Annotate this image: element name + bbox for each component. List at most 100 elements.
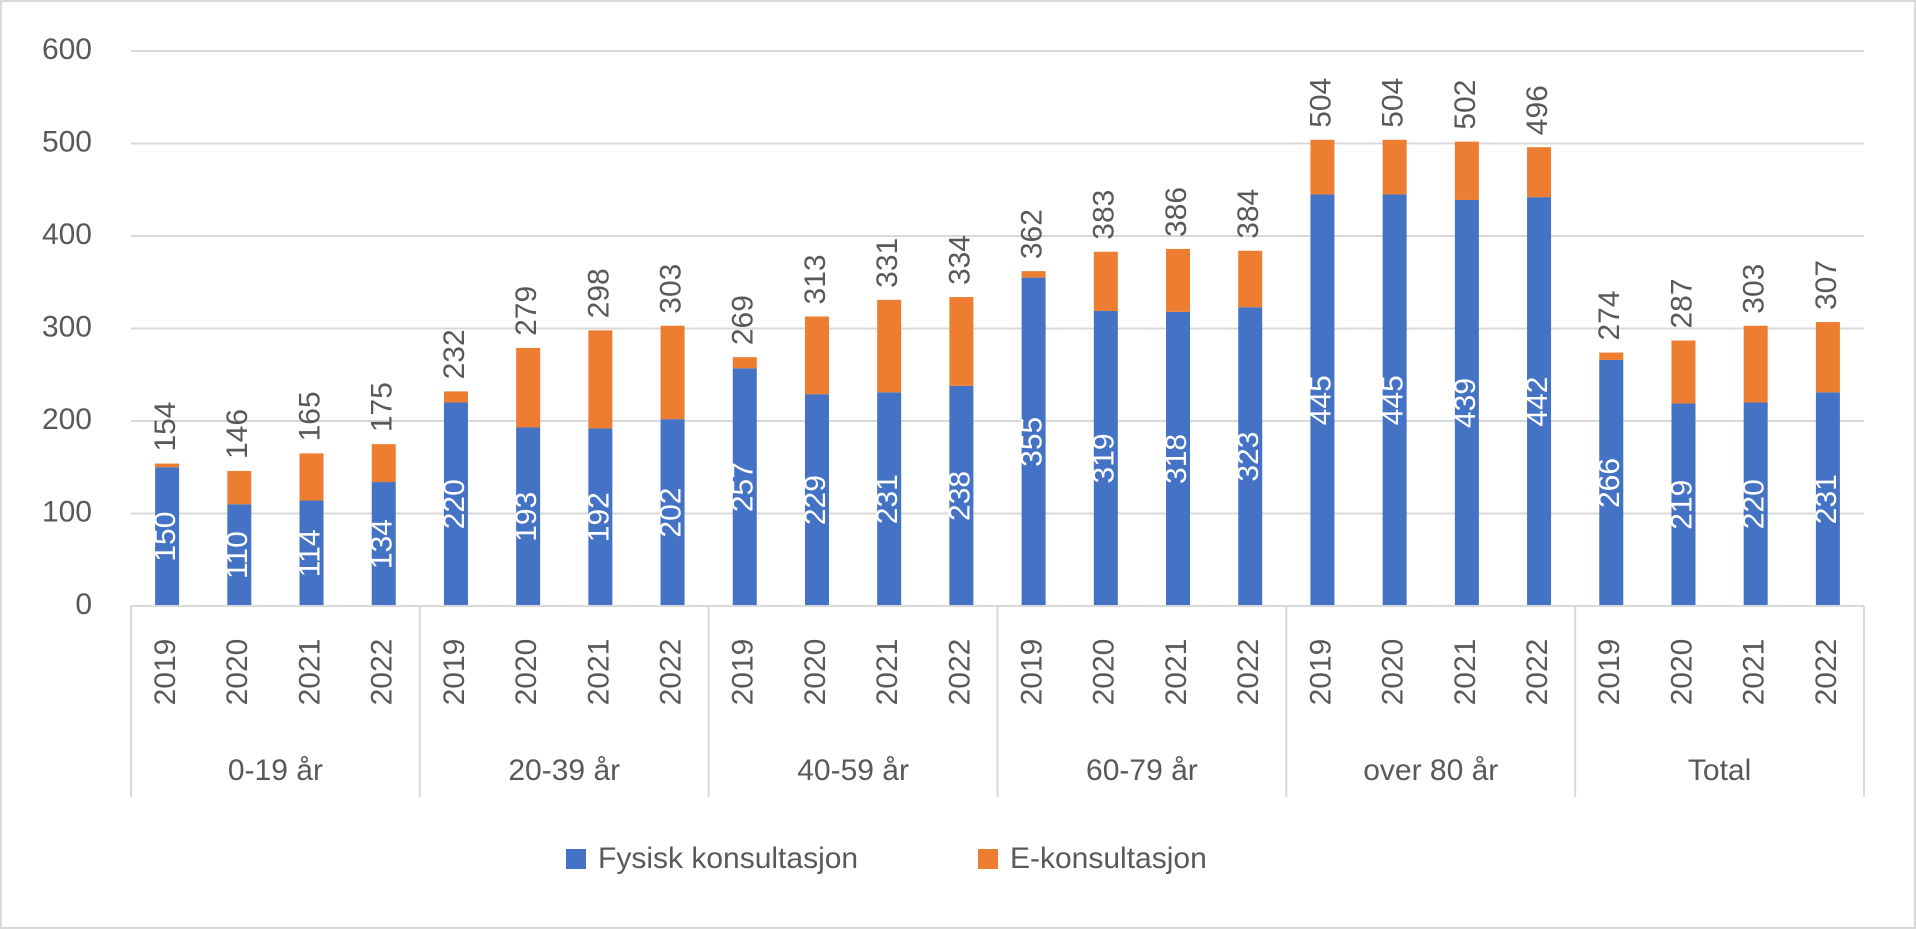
total-label: 383 bbox=[1088, 190, 1121, 240]
group-label: 0-19 år bbox=[228, 754, 323, 787]
total-label: 334 bbox=[943, 235, 976, 285]
bar-segment bbox=[1527, 197, 1552, 606]
bar-value-label: 238 bbox=[943, 471, 976, 521]
x-tick-label: 2019 bbox=[1593, 639, 1626, 706]
y-tick-label: 300 bbox=[42, 310, 92, 343]
bar-segment bbox=[227, 504, 252, 606]
x-tick-label: 2020 bbox=[1665, 639, 1698, 706]
bar-segment bbox=[949, 297, 974, 386]
bar-segment bbox=[1021, 271, 1046, 278]
x-tick-label: 2022 bbox=[1232, 639, 1265, 706]
bar-segment bbox=[660, 419, 685, 606]
bar-segment bbox=[660, 325, 685, 420]
bar-value-label: 220 bbox=[1738, 479, 1771, 529]
total-label: 384 bbox=[1232, 189, 1265, 239]
y-tick-label: 500 bbox=[42, 125, 92, 158]
x-tick-label: 2021 bbox=[1160, 639, 1193, 706]
x-tick-label: 2022 bbox=[1810, 639, 1843, 706]
bar-segment bbox=[588, 330, 613, 429]
bar-segment bbox=[1454, 141, 1479, 200]
bar-segment bbox=[155, 463, 180, 468]
x-tick-label: 2019 bbox=[438, 639, 471, 706]
bar-segment bbox=[516, 427, 541, 606]
total-label: 154 bbox=[149, 401, 182, 451]
y-tick-label: 400 bbox=[42, 218, 92, 251]
bar-segment bbox=[227, 470, 252, 505]
x-tick-label: 2022 bbox=[366, 639, 399, 706]
total-label: 298 bbox=[582, 268, 615, 318]
legend-swatch bbox=[978, 849, 998, 869]
x-tick-label: 2021 bbox=[871, 639, 904, 706]
bar-segment bbox=[1599, 359, 1624, 606]
bar-value-label: 439 bbox=[1449, 378, 1482, 428]
bar-value-label: 319 bbox=[1088, 433, 1121, 483]
bar-segment bbox=[1815, 392, 1840, 606]
x-tick-label: 2020 bbox=[1377, 639, 1410, 706]
total-label: 279 bbox=[510, 286, 543, 336]
bar-value-label: 442 bbox=[1521, 377, 1554, 427]
group-label: 40-59 år bbox=[797, 754, 909, 787]
total-label: 331 bbox=[871, 238, 904, 288]
x-tick-label: 2021 bbox=[1449, 639, 1482, 706]
x-tick-label: 2022 bbox=[654, 639, 687, 706]
bar-segment bbox=[299, 500, 324, 606]
total-label: 386 bbox=[1160, 187, 1193, 237]
bar-segment bbox=[1527, 147, 1552, 198]
y-tick-label: 200 bbox=[42, 403, 92, 436]
x-tick-label: 2022 bbox=[1521, 639, 1554, 706]
bar-segment bbox=[371, 482, 396, 606]
total-label: 303 bbox=[1738, 264, 1771, 314]
bar-segment bbox=[1671, 340, 1696, 404]
bar-value-label: 219 bbox=[1665, 480, 1698, 530]
total-label: 287 bbox=[1665, 278, 1698, 328]
total-label: 496 bbox=[1521, 85, 1554, 135]
bar-value-label: 445 bbox=[1304, 375, 1337, 425]
group-label: Total bbox=[1688, 754, 1751, 787]
bar-value-label: 355 bbox=[1016, 417, 1049, 467]
bar-segment bbox=[877, 392, 902, 606]
bar-value-label: 231 bbox=[871, 474, 904, 524]
x-tick-label: 2020 bbox=[799, 639, 832, 706]
bar-value-label: 134 bbox=[366, 519, 399, 569]
bar-segment bbox=[1743, 402, 1768, 606]
legend-label: E-konsultasjon bbox=[1010, 842, 1207, 875]
bar-segment bbox=[1382, 194, 1407, 606]
bar-value-label: 114 bbox=[293, 529, 326, 577]
bar-segment bbox=[1238, 307, 1263, 606]
bar-value-label: 193 bbox=[510, 492, 543, 542]
bar-segment bbox=[1166, 248, 1191, 312]
bar-segment bbox=[1093, 310, 1118, 606]
total-label: 362 bbox=[1016, 209, 1049, 259]
total-label: 307 bbox=[1810, 260, 1843, 310]
x-tick-label: 2021 bbox=[293, 639, 326, 706]
total-label: 504 bbox=[1377, 78, 1410, 128]
bar-segment bbox=[1599, 352, 1624, 360]
bar-value-label: 257 bbox=[727, 462, 760, 512]
bar-value-label: 266 bbox=[1593, 458, 1626, 508]
bar-segment bbox=[1093, 251, 1118, 311]
legend-label: Fysisk konsultasjon bbox=[598, 842, 858, 875]
bar-segment bbox=[588, 428, 613, 606]
bar-value-label: 150 bbox=[149, 512, 182, 562]
bar-segment bbox=[443, 391, 468, 403]
bar-segment bbox=[1238, 250, 1263, 308]
bar-segment bbox=[732, 357, 757, 369]
group-label: 20-39 år bbox=[508, 754, 620, 787]
x-tick-label: 2019 bbox=[1016, 639, 1049, 706]
bar-value-label: 445 bbox=[1377, 375, 1410, 425]
total-label: 274 bbox=[1593, 290, 1626, 340]
group-label: over 80 år bbox=[1363, 754, 1498, 787]
bar-segment bbox=[1021, 277, 1046, 606]
total-label: 146 bbox=[221, 409, 254, 459]
bar-segment bbox=[443, 402, 468, 606]
bar-segment bbox=[1382, 139, 1407, 195]
bar-segment bbox=[1310, 139, 1335, 195]
bar-segment bbox=[299, 453, 324, 501]
x-tick-label: 2022 bbox=[943, 639, 976, 706]
x-tick-label: 2019 bbox=[149, 639, 182, 706]
bar-segment bbox=[877, 299, 902, 393]
x-tick-label: 2019 bbox=[1304, 639, 1337, 706]
bar-segment bbox=[1743, 325, 1768, 403]
bar-value-label: 323 bbox=[1232, 432, 1265, 482]
